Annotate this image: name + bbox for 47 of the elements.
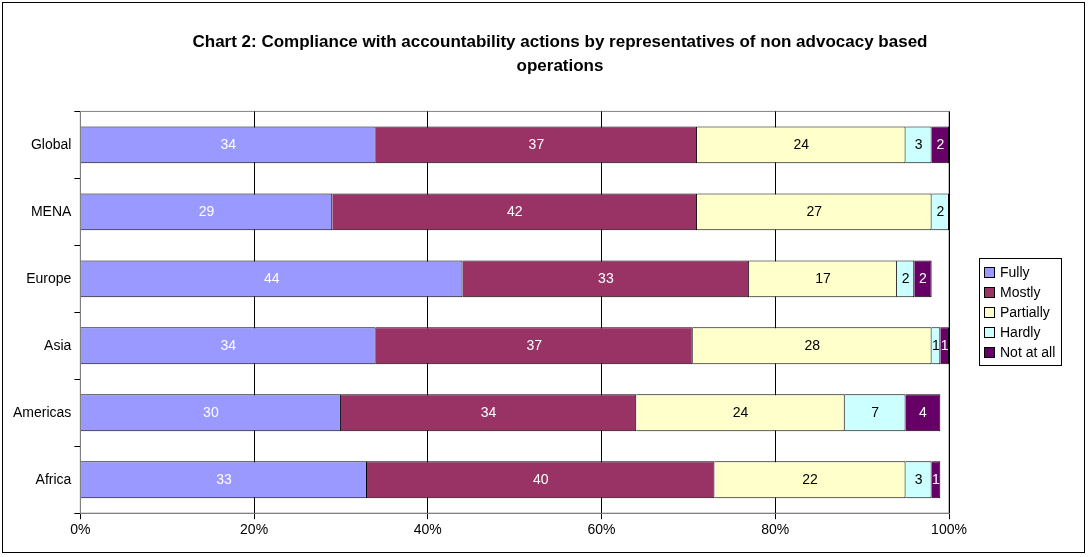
x-tick-label: 60% xyxy=(587,521,616,538)
data-label: 34 xyxy=(220,336,237,353)
data-label: 34 xyxy=(220,135,237,152)
data-label: 24 xyxy=(732,403,749,420)
data-label: 1 xyxy=(932,470,941,487)
data-label: 22 xyxy=(802,470,819,487)
data-label: 3 xyxy=(914,135,923,152)
y-tick-label: Global xyxy=(30,135,72,152)
y-tick-label: Asia xyxy=(44,336,72,353)
data-label: 2 xyxy=(936,202,945,219)
data-label: 30 xyxy=(203,403,219,420)
data-label: 33 xyxy=(216,470,232,487)
x-tick-label: 40% xyxy=(413,521,442,538)
data-label: 28 xyxy=(804,336,821,353)
y-tick-label: Africa xyxy=(35,470,72,487)
x-tick-label: 100% xyxy=(931,521,967,538)
legend-label: Hardly xyxy=(1000,323,1041,343)
legend-label: Not at all xyxy=(1000,343,1056,363)
legend-label: Fully xyxy=(1000,263,1030,283)
data-label: 1 xyxy=(940,336,949,353)
data-label: 37 xyxy=(526,336,543,353)
data-label: 34 xyxy=(480,403,497,420)
x-tick-label: 0% xyxy=(70,521,91,538)
data-label: 7 xyxy=(871,403,880,420)
data-label: 44 xyxy=(263,269,280,286)
data-label: 37 xyxy=(528,135,545,152)
data-label: 4 xyxy=(919,403,928,420)
data-label: 42 xyxy=(506,202,523,219)
data-label: 2 xyxy=(901,269,910,286)
x-tick-label: 80% xyxy=(761,521,790,538)
data-label: 29 xyxy=(198,202,215,219)
data-label: 17 xyxy=(815,269,832,286)
legend-label: Mostly xyxy=(1000,283,1041,303)
y-tick-label: Europe xyxy=(26,269,72,286)
data-label: 3 xyxy=(914,470,923,487)
data-label: 2 xyxy=(936,135,945,152)
data-label: 24 xyxy=(793,135,810,152)
data-label: 2 xyxy=(919,269,928,286)
chart-title: Chart 2: Compliance with accountability actions by representatives of non advocacy based operations xyxy=(191,31,929,77)
y-tick-label: MENA xyxy=(30,202,72,219)
data-label: 33 xyxy=(598,269,614,286)
data-label: 1 xyxy=(932,336,941,353)
data-label: 40 xyxy=(532,470,549,487)
x-tick-label: 20% xyxy=(240,521,269,538)
data-label: 27 xyxy=(806,202,823,219)
y-tick-label: Americas xyxy=(12,403,72,420)
legend-label: Partially xyxy=(1000,303,1050,323)
